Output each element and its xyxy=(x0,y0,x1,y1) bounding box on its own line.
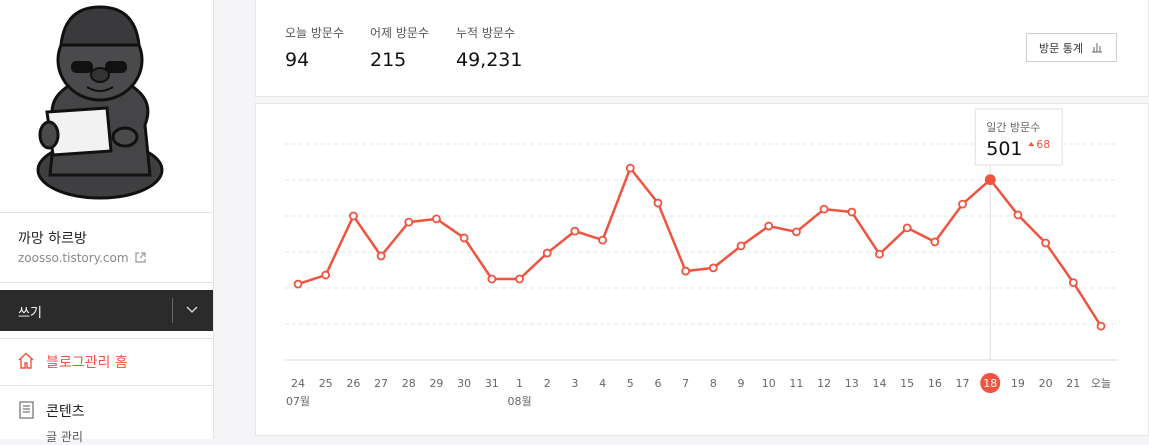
stat-label: 어제 방문수 xyxy=(370,26,430,40)
stats-panel xyxy=(255,0,1149,97)
menu-item[interactable]: 콘텐츠 xyxy=(46,404,85,420)
stats-button-label[interactable]: 방문 통계 xyxy=(1039,42,1083,55)
avatar[interactable] xyxy=(25,5,175,205)
divider xyxy=(0,338,213,339)
stat-value: 49,231 xyxy=(456,49,523,71)
blog-name[interactable]: 까망 하르방 xyxy=(18,231,87,247)
stat-value: 215 xyxy=(370,49,407,71)
bar-icon xyxy=(1092,43,1102,53)
dropdown-icon[interactable] xyxy=(186,306,198,314)
menu-item[interactable]: 글 관리 xyxy=(46,430,83,444)
divider xyxy=(0,212,213,213)
divider xyxy=(0,385,213,386)
divider xyxy=(0,282,213,283)
stat-label: 누적 방문수 xyxy=(456,26,516,40)
write-button[interactable]: 쓰기 xyxy=(0,290,213,331)
stats-button[interactable]: 방문 통계 xyxy=(1026,33,1117,62)
write-label[interactable]: 쓰기 xyxy=(18,306,42,321)
stat-value: 94 xyxy=(285,49,310,71)
divider xyxy=(172,298,173,323)
sidebar: 까망 하르방 zoosso.tistory.com 쓰기 블로그관리 홈 콘텐츠… xyxy=(0,0,214,444)
content-icon xyxy=(19,401,34,419)
external-link-icon xyxy=(135,252,146,263)
menu-item[interactable]: 블로그관리 홈 xyxy=(46,355,128,371)
blog-url-text[interactable]: zoosso.tistory.com xyxy=(18,251,129,265)
chart-panel xyxy=(255,103,1149,436)
stat-label: 오늘 방문수 xyxy=(285,26,345,40)
home-icon xyxy=(18,352,34,369)
blog-url[interactable]: zoosso.tistory.com xyxy=(18,251,146,265)
